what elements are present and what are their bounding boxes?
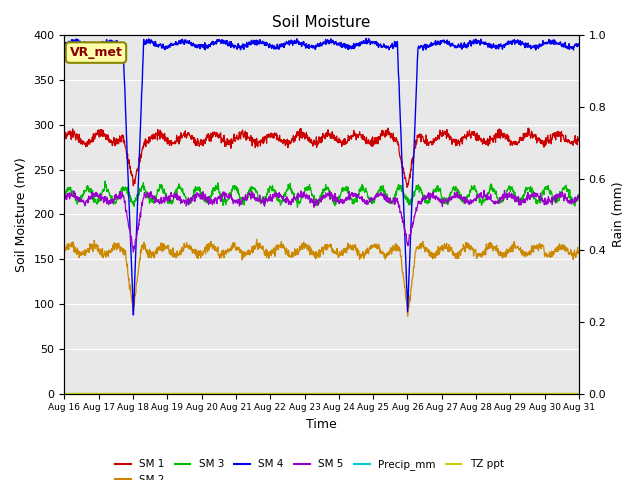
TZ ppt bbox=[279, 391, 287, 396]
SM 4 bbox=[100, 39, 108, 45]
SM 5 bbox=[575, 195, 583, 201]
SM 2 bbox=[354, 252, 362, 258]
SM 4 bbox=[279, 42, 287, 48]
Y-axis label: Rain (mm): Rain (mm) bbox=[612, 181, 625, 247]
SM 3 bbox=[122, 186, 129, 192]
SM 4 bbox=[61, 40, 68, 46]
Precip_mm bbox=[299, 391, 307, 396]
TZ ppt bbox=[289, 391, 297, 396]
SM 1 bbox=[353, 134, 361, 140]
SM 1 bbox=[279, 141, 287, 147]
Precip_mm bbox=[353, 391, 361, 396]
SM 5 bbox=[354, 192, 362, 198]
SM 5 bbox=[100, 199, 108, 204]
SM 1 bbox=[122, 144, 129, 149]
SM 2 bbox=[253, 237, 260, 242]
SM 3 bbox=[294, 204, 301, 210]
X-axis label: Time: Time bbox=[307, 418, 337, 431]
TZ ppt bbox=[299, 391, 307, 396]
SM 3 bbox=[101, 178, 109, 184]
SM 5 bbox=[122, 200, 129, 205]
SM 2 bbox=[122, 250, 129, 255]
TZ ppt bbox=[100, 391, 108, 396]
Precip_mm bbox=[575, 391, 583, 396]
TZ ppt bbox=[575, 391, 583, 396]
Precip_mm bbox=[279, 391, 287, 396]
SM 4 bbox=[362, 36, 370, 41]
SM 2 bbox=[575, 248, 583, 253]
SM 3 bbox=[575, 193, 583, 199]
TZ ppt bbox=[61, 391, 68, 396]
SM 2 bbox=[61, 247, 68, 253]
SM 1 bbox=[575, 136, 583, 142]
SM 4 bbox=[129, 312, 137, 318]
SM 3 bbox=[290, 193, 298, 199]
SM 3 bbox=[61, 189, 68, 195]
SM 2 bbox=[279, 241, 287, 247]
SM 5 bbox=[480, 187, 488, 193]
Legend: SM 1, SM 2, SM 3, SM 4, SM 5, Precip_mm, TZ ppt: SM 1, SM 2, SM 3, SM 4, SM 5, Precip_mm,… bbox=[111, 455, 508, 480]
SM 1 bbox=[299, 133, 307, 139]
SM 1 bbox=[100, 131, 108, 136]
SM 4 bbox=[299, 40, 307, 46]
TZ ppt bbox=[122, 391, 129, 396]
SM 3 bbox=[300, 191, 307, 196]
Line: SM 4: SM 4 bbox=[65, 38, 579, 315]
SM 4 bbox=[575, 41, 583, 47]
SM 1 bbox=[289, 133, 297, 139]
SM 1 bbox=[61, 132, 68, 137]
SM 3 bbox=[354, 194, 362, 200]
SM 4 bbox=[290, 39, 298, 45]
SM 4 bbox=[122, 97, 129, 103]
SM 2 bbox=[100, 251, 108, 257]
TZ ppt bbox=[353, 391, 361, 396]
SM 2 bbox=[299, 241, 307, 247]
SM 5 bbox=[279, 193, 287, 199]
SM 3 bbox=[100, 188, 108, 193]
Title: Soil Moisture: Soil Moisture bbox=[273, 15, 371, 30]
SM 1 bbox=[403, 184, 411, 190]
Precip_mm bbox=[61, 391, 68, 396]
Line: SM 5: SM 5 bbox=[65, 190, 579, 252]
Y-axis label: Soil Moisture (mV): Soil Moisture (mV) bbox=[15, 157, 28, 272]
SM 4 bbox=[354, 43, 362, 48]
SM 5 bbox=[299, 194, 307, 200]
SM 1 bbox=[524, 125, 532, 131]
Precip_mm bbox=[100, 391, 108, 396]
Line: SM 2: SM 2 bbox=[65, 240, 579, 316]
Precip_mm bbox=[122, 391, 129, 396]
Line: SM 3: SM 3 bbox=[65, 181, 579, 207]
SM 2 bbox=[290, 252, 298, 258]
SM 5 bbox=[129, 249, 137, 255]
Text: VR_met: VR_met bbox=[70, 46, 122, 59]
SM 5 bbox=[61, 192, 68, 198]
SM 3 bbox=[279, 193, 287, 199]
SM 5 bbox=[290, 193, 298, 199]
Line: SM 1: SM 1 bbox=[65, 128, 579, 187]
Precip_mm bbox=[289, 391, 297, 396]
SM 2 bbox=[404, 313, 412, 319]
